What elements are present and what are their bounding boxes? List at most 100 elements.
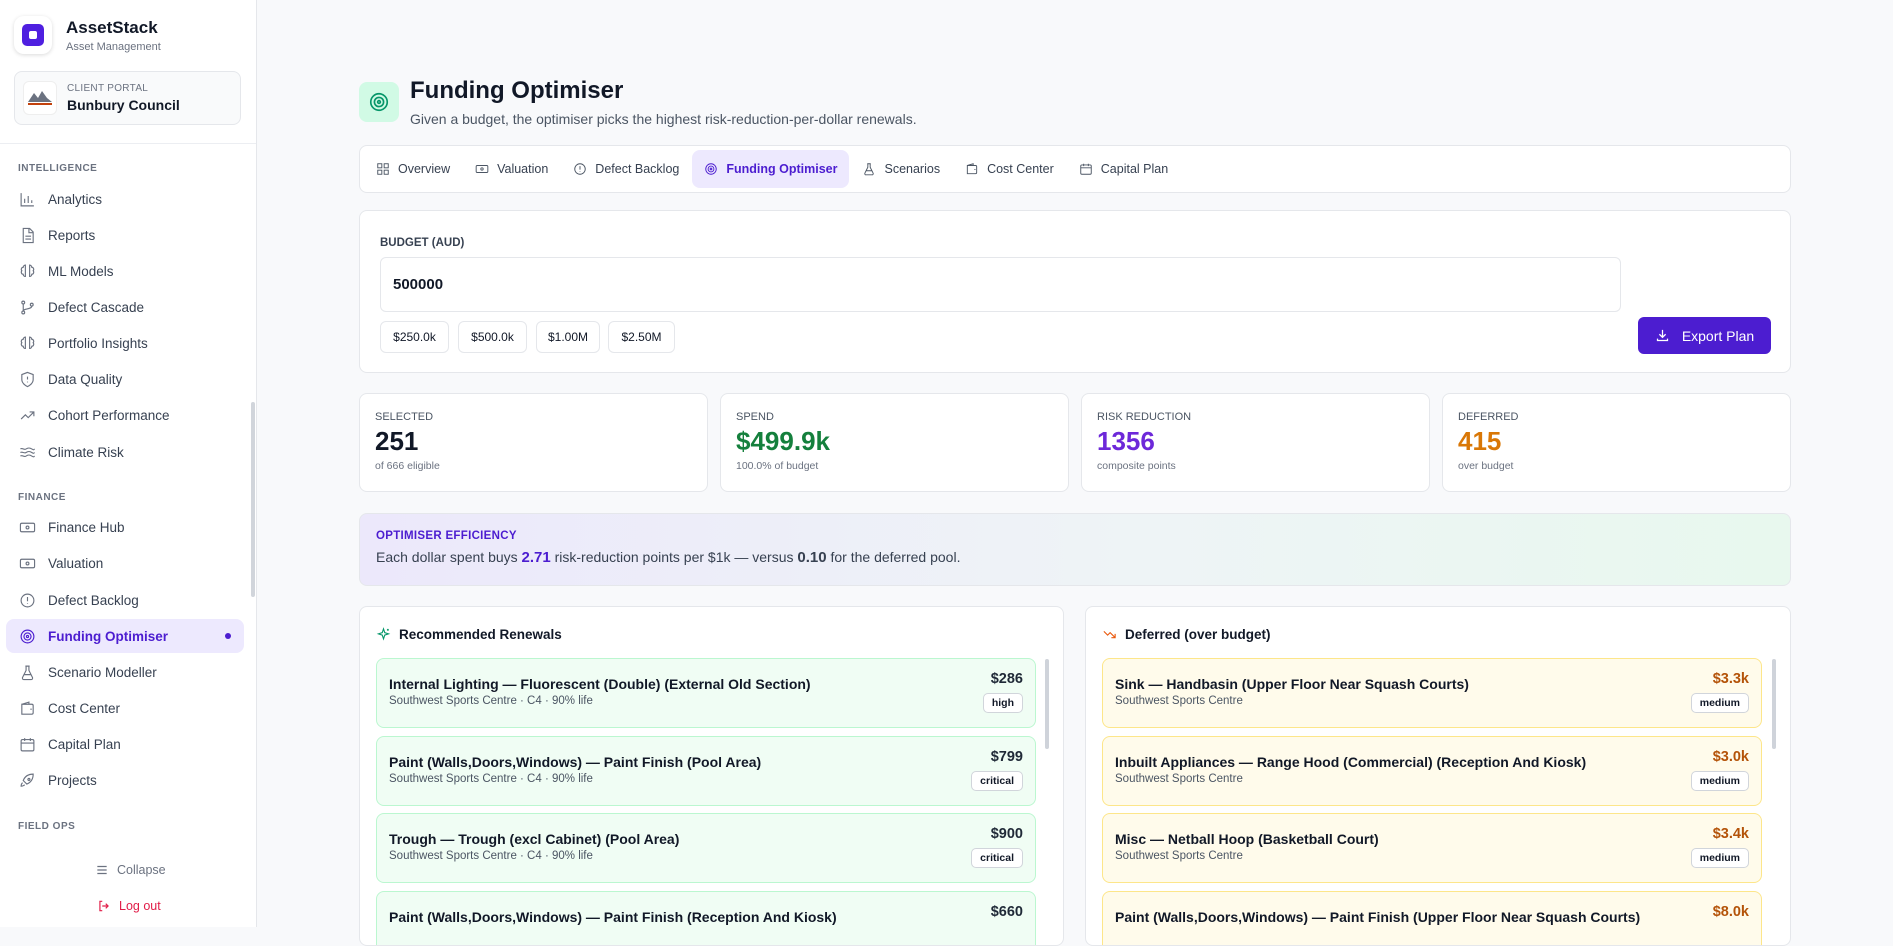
sidebar-item-cost-center[interactable]: Cost Center: [6, 691, 244, 725]
panel-scrollbar[interactable]: [1045, 659, 1049, 749]
stat-note: of 666 eligible: [375, 460, 440, 472]
sidebar-item-label: Data Quality: [48, 371, 123, 387]
stat-value: 415: [1458, 426, 1502, 456]
sidebar-item-label: Defect Backlog: [48, 592, 139, 608]
tab-label: Capital Plan: [1100, 162, 1169, 176]
brand-title: AssetStack: [66, 18, 158, 37]
item-title: Inbuilt Appliances — Range Hood (Commerc…: [1115, 754, 1587, 770]
stat-note: 100.0% of budget: [736, 460, 819, 472]
budget-input[interactable]: 500000: [380, 257, 1621, 312]
sidebar-item-portfolio-insights[interactable]: Portfolio Insights: [6, 326, 244, 360]
trend-down-icon: [1103, 630, 1116, 639]
sidebar-item-defect-backlog[interactable]: Defect Backlog: [6, 583, 244, 617]
shield-icon: [21, 371, 34, 387]
tab-label: Cost Center: [987, 162, 1054, 176]
section-label-finance: FINANCE: [18, 492, 66, 503]
preset-button-250k[interactable]: $250.0k: [380, 321, 449, 353]
sidebar-item-capital-plan[interactable]: Capital Plan: [6, 727, 244, 761]
priority-badge: medium: [1690, 848, 1749, 868]
export-plan-button[interactable]: Export Plan: [1638, 317, 1771, 354]
priority-badge: medium: [1690, 771, 1749, 791]
panel-scrollbar[interactable]: [1772, 659, 1776, 749]
tab-valuation[interactable]: Valuation: [463, 150, 560, 188]
sidebar-item-data-quality[interactable]: Data Quality: [6, 362, 244, 396]
item-amount: $3.3k: [1712, 671, 1749, 687]
sidebar-item-cohort-performance[interactable]: Cohort Performance: [6, 398, 244, 432]
sidebar-item-label: Projects: [48, 772, 97, 788]
trend-up-icon: [20, 410, 35, 419]
sidebar-item-projects[interactable]: Projects: [6, 763, 244, 797]
item-title: Trough — Trough (excl Cabinet) (Pool Are…: [389, 831, 680, 847]
list-item[interactable]: Paint (Walls,Doors,Windows) — Paint Fini…: [376, 736, 1036, 806]
collapse-label: Collapse: [117, 863, 166, 877]
tab-defect-backlog[interactable]: Defect Backlog: [561, 150, 691, 188]
download-icon: [1656, 329, 1668, 342]
sidebar-item-label: Portfolio Insights: [48, 335, 148, 351]
council-logo-icon: [28, 91, 52, 105]
list-item[interactable]: Paint (Walls,Doors,Windows) — Paint Fini…: [1102, 891, 1762, 945]
sidebar-item-defect-cascade[interactable]: Defect Cascade: [6, 290, 244, 324]
efficiency-prefix: Each dollar spent buys: [376, 549, 518, 565]
client-logo: [23, 81, 57, 115]
list-item[interactable]: Inbuilt Appliances — Range Hood (Commerc…: [1102, 736, 1762, 806]
grid-icon: [377, 163, 389, 175]
sidebar-item-climate-risk[interactable]: Climate Risk: [6, 435, 244, 469]
sidebar-item-analytics[interactable]: Analytics: [6, 182, 244, 216]
logout-button[interactable]: Log out: [97, 899, 161, 913]
sidebar-item-funding-optimiser[interactable]: Funding Optimiser: [6, 619, 244, 653]
tab-label: Funding Optimiser: [726, 162, 838, 176]
client-portal-card[interactable]: CLIENT PORTAL Bunbury Council: [14, 71, 241, 125]
sidebar-item-label: ML Models: [48, 263, 114, 279]
sidebar-item-label: Finance Hub: [48, 519, 125, 535]
item-title: Paint (Walls,Doors,Windows) — Paint Fini…: [389, 909, 837, 925]
list-item[interactable]: Trough — Trough (excl Cabinet) (Pool Are…: [376, 813, 1036, 883]
panel-title: Recommended Renewals: [376, 627, 562, 642]
sidebar-scrollbar[interactable]: [251, 402, 255, 597]
list-item[interactable]: Internal Lighting — Fluorescent (Double)…: [376, 658, 1036, 728]
tab-funding-optimiser[interactable]: Funding Optimiser: [692, 150, 850, 188]
stat-label: SELECTED: [375, 411, 434, 423]
sidebar-item-ml-models[interactable]: ML Models: [6, 254, 244, 288]
item-subtitle: Southwest Sports Centre · C4 · 90% life: [389, 850, 593, 862]
preset-button-1m[interactable]: $1.00M: [536, 321, 600, 353]
efficiency-label: OPTIMISER EFFICIENCY: [376, 530, 517, 542]
tab-cost-center[interactable]: Cost Center: [953, 150, 1066, 188]
sidebar-item-reports[interactable]: Reports: [6, 218, 244, 252]
stat-note: over budget: [1458, 460, 1514, 472]
waves-icon: [20, 446, 36, 457]
sidebar-item-scenario-modeller[interactable]: Scenario Modeller: [6, 655, 244, 689]
list-item[interactable]: Sink — Handbasin (Upper Floor Near Squas…: [1102, 658, 1762, 728]
sidebar-item-label: Funding Optimiser: [48, 628, 168, 644]
stat-card-spend: SPEND $499.9k 100.0% of budget: [720, 393, 1069, 492]
item-title: Internal Lighting — Fluorescent (Double)…: [389, 676, 811, 692]
sidebar-item-label: Reports: [48, 227, 96, 243]
deferred-efficiency-value: 0.10: [797, 549, 827, 566]
brand[interactable]: AssetStack Asset Management: [14, 16, 161, 54]
item-title: Sink — Handbasin (Upper Floor Near Squas…: [1115, 676, 1469, 692]
tab-overview[interactable]: Overview: [364, 150, 462, 188]
list-item[interactable]: Paint (Walls,Doors,Windows) — Paint Fini…: [376, 891, 1036, 945]
portal-name: Bunbury Council: [67, 97, 180, 113]
panel-title-label: Deferred (over budget): [1125, 627, 1271, 642]
stat-label: SPEND: [736, 411, 774, 423]
sidebar-item-valuation[interactable]: Valuation: [6, 546, 244, 580]
item-subtitle: Southwest Sports Centre: [1115, 695, 1243, 707]
logout-label: Log out: [119, 899, 161, 913]
preset-button-500k[interactable]: $500.0k: [458, 321, 527, 353]
main-content: Funding Optimiser Given a budget, the op…: [258, 0, 1893, 946]
collapse-button[interactable]: Collapse: [95, 863, 166, 877]
wallet-icon: [21, 700, 34, 715]
sidebar-item-finance-hub[interactable]: Finance Hub: [6, 510, 244, 544]
flask-icon: [21, 665, 34, 680]
tab-scenarios[interactable]: Scenarios: [850, 150, 952, 188]
brain-icon: [20, 336, 35, 349]
stat-label: RISK REDUCTION: [1097, 411, 1192, 423]
tab-capital-plan[interactable]: Capital Plan: [1067, 150, 1180, 188]
list-item[interactable]: Misc — Netball Hoop (Basketball Court) S…: [1102, 813, 1762, 883]
preset-button-2-5m[interactable]: $2.50M: [608, 321, 675, 353]
sidebar-item-label: Valuation: [48, 555, 104, 571]
deferred-panel: Deferred (over budget) Sink — Handbasin …: [1085, 606, 1791, 946]
document-icon: [22, 227, 34, 243]
item-amount: $8.0k: [1712, 904, 1749, 920]
sidebar-item-label: Climate Risk: [48, 444, 124, 460]
